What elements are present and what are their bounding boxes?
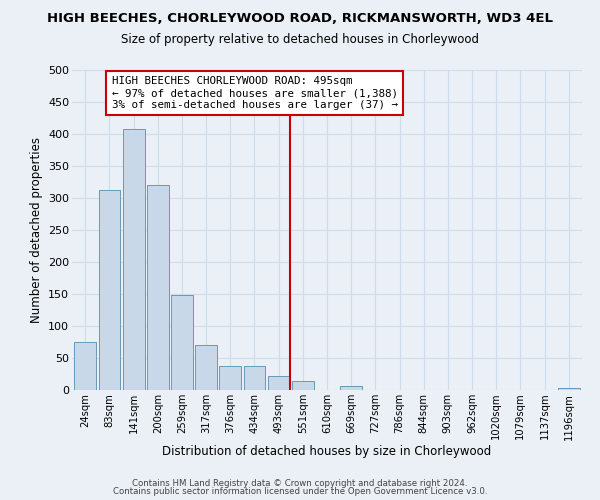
Bar [171, 296, 193, 390]
Text: Contains public sector information licensed under the Open Government Licence v3: Contains public sector information licen… [113, 487, 487, 496]
Text: HIGH BEECHES CHORLEYWOOD ROAD: 495sqm
← 97% of detached houses are smaller (1,38: HIGH BEECHES CHORLEYWOOD ROAD: 495sqm ← … [112, 76, 398, 110]
Bar [340, 386, 362, 390]
X-axis label: Distribution of detached houses by size in Chorleywood: Distribution of detached houses by size … [163, 445, 491, 458]
Bar [74, 342, 96, 390]
Bar [220, 366, 241, 390]
Bar [268, 376, 290, 390]
Bar [147, 185, 169, 390]
Y-axis label: Number of detached properties: Number of detached properties [29, 137, 43, 323]
Bar [98, 190, 121, 390]
Bar [123, 129, 145, 390]
Text: HIGH BEECHES, CHORLEYWOOD ROAD, RICKMANSWORTH, WD3 4EL: HIGH BEECHES, CHORLEYWOOD ROAD, RICKMANS… [47, 12, 553, 26]
Text: Contains HM Land Registry data © Crown copyright and database right 2024.: Contains HM Land Registry data © Crown c… [132, 478, 468, 488]
Bar [195, 345, 217, 390]
Text: Size of property relative to detached houses in Chorleywood: Size of property relative to detached ho… [121, 32, 479, 46]
Bar [244, 366, 265, 390]
Bar [558, 388, 580, 390]
Bar [292, 381, 314, 390]
